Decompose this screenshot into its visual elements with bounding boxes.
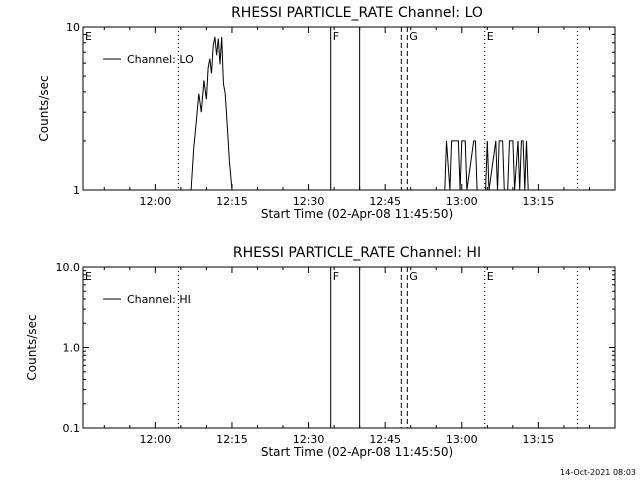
- y-tick-label: 10: [66, 21, 80, 34]
- x-tick-label: 13:00: [446, 195, 478, 208]
- x-axis-label: Start Time (02-Apr-08 11:45:50): [261, 445, 453, 459]
- chart-title: RHESSI PARTICLE_RATE Channel: HI: [233, 245, 481, 261]
- legend-label: Channel: LO: [127, 53, 194, 66]
- x-tick-label: 12:45: [369, 433, 401, 446]
- x-tick-label: 12:30: [293, 433, 325, 446]
- event-marker-label: G: [409, 270, 418, 283]
- x-tick-label: 12:15: [216, 195, 248, 208]
- event-marker-label: G: [409, 30, 418, 43]
- x-tick-label: 12:00: [140, 433, 172, 446]
- footer-timestamp: 14-Oct-2021 08:03: [560, 468, 636, 477]
- x-tick-label: 13:15: [523, 433, 555, 446]
- y-axis-label: Counts/sec: [25, 314, 39, 380]
- event-marker-label: E: [85, 270, 92, 283]
- plot-frame: [82, 26, 616, 191]
- series-line-1-segment-1: [190, 36, 233, 190]
- chart-panels: RHESSI PARTICLE_RATE Channel: LO 1 10 12:00…: [25, 5, 616, 459]
- event-marker-label: E: [487, 270, 494, 283]
- legend-label: Channel: HI: [127, 293, 191, 306]
- x-tick-label: 12:45: [369, 195, 401, 208]
- y-tick-label: 10.0: [56, 261, 81, 274]
- chart-title: RHESSI PARTICLE_RATE Channel: LO: [231, 5, 483, 21]
- x-tick-label: 13:15: [523, 195, 555, 208]
- event-marker-label: E: [85, 30, 92, 43]
- event-marker-label: F: [333, 270, 339, 283]
- x-tick-label: 12:30: [293, 195, 325, 208]
- x-tick-label: 12:15: [216, 433, 248, 446]
- y-tick-label: 1: [73, 184, 80, 197]
- y-axis-label: Counts/sec: [37, 75, 51, 141]
- series-line-1-segment-2: [444, 140, 529, 190]
- y-tick-label: 1.0: [63, 342, 81, 355]
- x-tick-label: 13:00: [446, 433, 478, 446]
- y-tick-label: 0.1: [63, 422, 81, 435]
- event-marker-label: F: [333, 30, 339, 43]
- x-axis-label: Start Time (02-Apr-08 11:45:50): [261, 207, 453, 221]
- chart-panel-1: RHESSI PARTICLE_RATE Channel: LO 1 10 12:00…: [37, 5, 616, 221]
- event-marker-label: E: [487, 30, 494, 43]
- x-tick-label: 12:00: [140, 195, 172, 208]
- chart-panel-2: RHESSI PARTICLE_RATE Channel: HI 0.1 1.0 10…: [25, 245, 616, 459]
